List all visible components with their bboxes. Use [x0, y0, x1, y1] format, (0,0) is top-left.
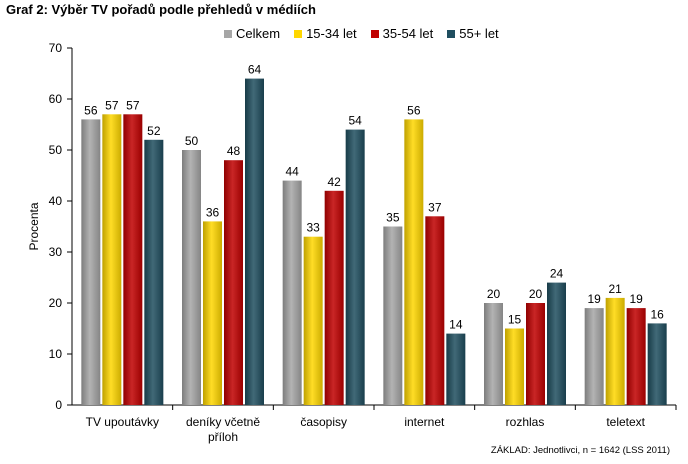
legend-label: 35-54 let: [382, 26, 434, 41]
data-label: 57: [105, 98, 119, 112]
legend-item-15-34: 15-34 let: [294, 26, 357, 41]
legend-swatch: [224, 29, 232, 38]
footnote: ZÁKLAD: Jednotlivci, n = 1642 (LSS 2011): [490, 445, 670, 456]
y-tick-label: 40: [49, 194, 63, 208]
bar: [505, 328, 524, 405]
legend-label: 55+ let: [459, 26, 499, 41]
x-category-label: časopisy: [300, 415, 347, 429]
y-axis-label: Procenta: [27, 202, 41, 250]
bar: [203, 221, 222, 405]
bar: [102, 114, 122, 406]
bar: [282, 180, 302, 405]
y-tick-label: 50: [49, 143, 63, 157]
bar: [404, 119, 424, 406]
y-tick-label: 0: [55, 398, 62, 412]
x-category-label: internet: [404, 415, 445, 429]
data-label: 20: [529, 287, 543, 301]
x-category-label: teletext: [606, 415, 645, 429]
data-label: 56: [84, 103, 98, 117]
bar: [81, 119, 101, 406]
x-category-label: TV upoutávky: [86, 415, 159, 429]
bar: [526, 303, 545, 405]
legend-label: 15-34 let: [306, 26, 357, 41]
legend-item-celkem: Celkem: [224, 26, 280, 41]
legend: Celkem 15-34 let 35-54 let 55+ let: [224, 26, 499, 41]
data-label: 36: [206, 205, 220, 219]
data-label: 42: [327, 175, 341, 189]
legend-item-35-54: 35-54 let: [370, 26, 434, 41]
bar: [182, 150, 201, 405]
bar: [605, 297, 625, 405]
x-category-label: rozhlas: [506, 415, 545, 429]
data-label: 19: [629, 292, 643, 306]
data-label: 16: [650, 307, 664, 321]
legend-swatch: [294, 29, 303, 38]
data-label: 19: [587, 292, 601, 306]
data-label: 15: [508, 313, 522, 327]
legend-label: Celkem: [236, 26, 281, 41]
bar: [484, 303, 503, 405]
bar: [383, 226, 403, 405]
y-tick-label: 60: [49, 92, 63, 106]
bar: [626, 308, 646, 405]
data-label: 54: [348, 114, 362, 128]
data-label: 44: [285, 165, 299, 179]
legend-swatch: [370, 29, 379, 38]
bar: [584, 308, 604, 405]
data-label: 35: [386, 211, 400, 225]
x-category-label: deníky včetně: [186, 415, 260, 429]
bar: [425, 216, 445, 405]
legend-swatch: [447, 29, 456, 38]
bar: [446, 333, 466, 405]
data-label: 64: [248, 63, 262, 77]
data-label: 20: [487, 287, 501, 301]
legend-item-55plus: 55+ let: [447, 26, 499, 41]
y-tick-label: 70: [49, 41, 63, 55]
data-label: 48: [227, 144, 241, 158]
bar: [324, 190, 344, 405]
bar: [123, 114, 143, 406]
data-label: 24: [550, 267, 564, 281]
data-label: 14: [449, 318, 463, 332]
data-label: 50: [185, 134, 199, 148]
bar: [224, 160, 243, 405]
bar: [345, 129, 365, 405]
data-label: 21: [608, 282, 622, 296]
bar: [144, 139, 164, 406]
bar: [547, 282, 566, 405]
bar: [647, 323, 667, 405]
data-label: 56: [407, 103, 421, 117]
data-label: 37: [428, 200, 442, 214]
bar: [303, 236, 323, 405]
bar: [245, 78, 264, 405]
x-category-label: příloh: [208, 430, 238, 444]
chart-title: Graf 2: Výběr TV pořadů podle přehledů v…: [6, 2, 316, 17]
data-label: 52: [147, 124, 161, 138]
y-tick-label: 30: [49, 245, 63, 259]
data-label: 33: [306, 221, 320, 235]
data-label: 57: [126, 98, 140, 112]
y-tick-label: 20: [49, 296, 63, 310]
y-tick-label: 10: [49, 347, 63, 361]
